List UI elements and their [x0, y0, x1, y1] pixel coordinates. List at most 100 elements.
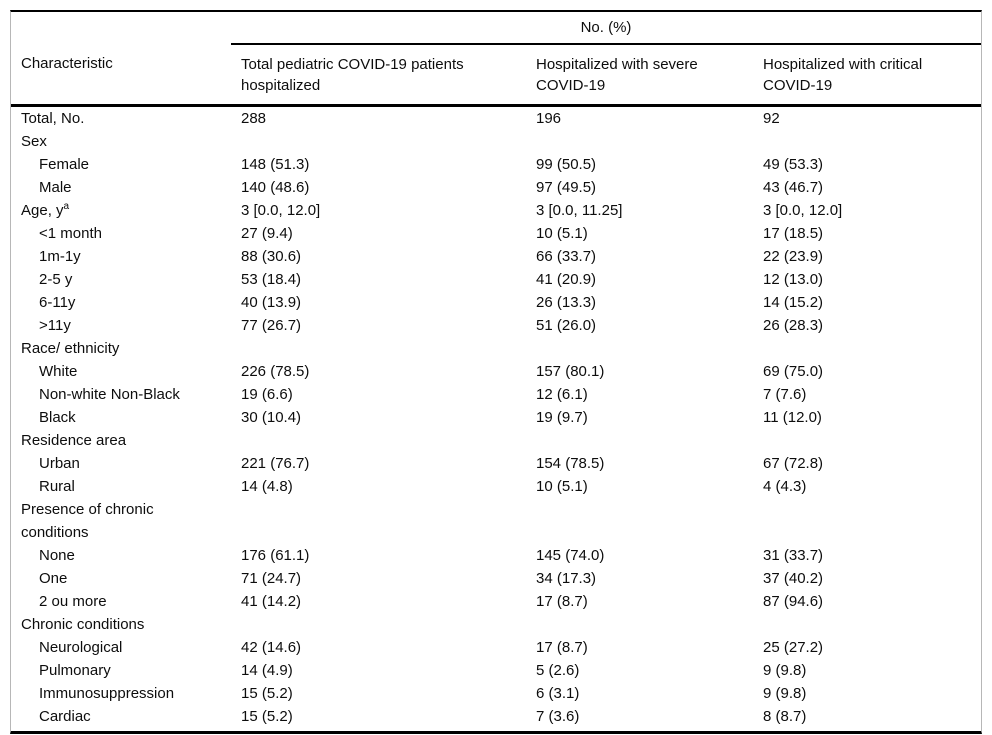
cell-value [753, 429, 981, 452]
cell-value: 97 (49.5) [536, 179, 597, 196]
table-row: Cardiac 15 (5.2) 7 (3.6) 8 (8.7) [11, 705, 981, 731]
row-label: Presence of chronic conditions [21, 501, 154, 541]
cell-value [526, 498, 753, 544]
cell-value: 7 (7.6) [763, 386, 807, 403]
column-header-critical: Hospitalized with critical COVID-19 [753, 44, 982, 107]
cell-value [231, 613, 526, 636]
table-row: White 226 (78.5) 157 (80.1) 69 (75.0) [11, 360, 981, 383]
table-row: Pulmonary 14 (4.9) 5 (2.6) 9 (9.8) [11, 659, 981, 682]
cell-value: 221 (76.7) [241, 455, 310, 472]
cell-value: 6 (3.1) [536, 685, 580, 702]
table-row: 1m-1y 88 (30.6) 66 (33.7) 22 (23.9) [11, 245, 981, 268]
cell-value: 43 (46.7) [763, 179, 824, 196]
cell-value: 154 (78.5) [536, 455, 605, 472]
cell-value: 148 (51.3) [241, 156, 310, 173]
row-label: Pulmonary [39, 662, 111, 679]
cell-value [753, 613, 981, 636]
cell-value: 41 (20.9) [536, 271, 597, 288]
cell-value: 51 (26.0) [536, 317, 597, 334]
cell-value: 88 (30.6) [241, 248, 302, 265]
cell-value: 17 (8.7) [536, 593, 588, 610]
row-label: 2 ou more [39, 593, 107, 610]
table-row: Male 140 (48.6) 97 (49.5) 43 (46.7) [11, 176, 981, 199]
row-label: Rural [39, 478, 75, 495]
column-header-severe: Hospitalized with severe COVID-19 [526, 44, 753, 107]
table-row: None 176 (61.1) 145 (74.0) 31 (33.7) [11, 544, 981, 567]
cell-value: 30 (10.4) [241, 409, 302, 426]
cell-value: 14 (15.2) [763, 294, 824, 311]
cell-value: 69 (75.0) [763, 363, 824, 380]
cell-value: 19 (6.6) [241, 386, 293, 403]
cell-value: 7 (3.6) [536, 708, 580, 725]
cell-value: 196 [536, 110, 562, 127]
cell-value [526, 429, 753, 452]
cell-value: 4 (4.3) [763, 478, 807, 495]
cell-value: 19 (9.7) [536, 409, 588, 426]
row-label: Total, No. [21, 110, 85, 127]
row-label: None [39, 547, 75, 564]
table-row: 2-5 y 53 (18.4) 41 (20.9) 12 (13.0) [11, 268, 981, 291]
row-label: <1 month [39, 225, 102, 242]
cell-value: 140 (48.6) [241, 179, 310, 196]
cell-value: 15 (5.2) [241, 685, 293, 702]
cell-value: 26 (13.3) [536, 294, 597, 311]
row-label: White [39, 363, 78, 380]
row-label: Non-white Non-Black [39, 386, 180, 403]
spanner-row: No. (%) [11, 12, 982, 45]
row-label: One [39, 570, 68, 587]
cell-value: 3 [0.0, 11.25] [536, 202, 623, 219]
cell-value: 157 (80.1) [536, 363, 605, 380]
cell-value: 26 (28.3) [763, 317, 824, 334]
cell-value: 37 (40.2) [763, 570, 824, 587]
cell-value [231, 429, 526, 452]
table-row: Neurological 42 (14.6) 17 (8.7) 25 (27.2) [11, 636, 981, 659]
column-header-total: Total pediatric COVID-19 patients hospit… [231, 44, 526, 107]
table-row: Residence area [11, 429, 981, 452]
table-row: >11y 77 (26.7) 51 (26.0) 26 (28.3) [11, 314, 981, 337]
row-label: Immunosuppression [39, 685, 175, 702]
cell-value: 66 (33.7) [536, 248, 597, 265]
cell-value: 17 (18.5) [763, 225, 824, 242]
cell-value: 17 (8.7) [536, 639, 588, 656]
cell-value: 34 (17.3) [536, 570, 597, 587]
row-label: 6-11y [39, 294, 76, 311]
row-label: 1m-1y [39, 248, 81, 265]
row-label: Chronic conditions [21, 616, 145, 633]
cell-value: 92 [763, 110, 780, 127]
cell-value: 67 (72.8) [763, 455, 824, 472]
table-header: No. (%) Characteristic Total pediatric C… [11, 12, 982, 107]
cell-value [753, 130, 981, 153]
cell-value [753, 498, 981, 544]
cell-value: 12 (6.1) [536, 386, 588, 403]
cell-value [231, 337, 526, 360]
cell-value: 87 (94.6) [763, 593, 824, 610]
cell-value: 40 (13.9) [241, 294, 302, 311]
row-label: Residence area [21, 432, 127, 449]
cell-value: 3 [0.0, 12.0] [241, 202, 321, 219]
table-row: Chronic conditions [11, 613, 981, 636]
table-row: Rural 14 (4.8) 10 (5.1) 4 (4.3) [11, 475, 981, 498]
spanner-label: No. (%) [231, 12, 982, 45]
cell-value: 53 (18.4) [241, 271, 302, 288]
cell-value: 99 (50.5) [536, 156, 597, 173]
table-row: 2 ou more 41 (14.2) 17 (8.7) 87 (94.6) [11, 590, 981, 613]
cell-value [231, 130, 526, 153]
cell-value [526, 130, 753, 153]
cell-value: 9 (9.8) [763, 685, 807, 702]
cell-value: 226 (78.5) [241, 363, 310, 380]
cell-value: 9 (9.8) [763, 662, 807, 679]
cell-value: 12 (13.0) [763, 271, 824, 288]
table-row: 6-11y 40 (13.9) 26 (13.3) 14 (15.2) [11, 291, 981, 314]
cell-value: 10 (5.1) [536, 478, 588, 495]
cell-value: 25 (27.2) [763, 639, 824, 656]
table-row: Total, No. 288 196 92 [11, 106, 981, 131]
cell-value: 15 (5.2) [241, 708, 293, 725]
table-row: One 71 (24.7) 34 (17.3) 37 (40.2) [11, 567, 981, 590]
table-row: Urban 221 (76.7) 154 (78.5) 67 (72.8) [11, 452, 981, 475]
cell-value: 8 (8.7) [763, 708, 807, 725]
cell-value: 14 (4.8) [241, 478, 293, 495]
cell-value: 288 [241, 110, 267, 127]
data-table: No. (%) Characteristic Total pediatric C… [11, 12, 982, 731]
table-row: Sex [11, 130, 981, 153]
cell-value: 5 (2.6) [536, 662, 580, 679]
